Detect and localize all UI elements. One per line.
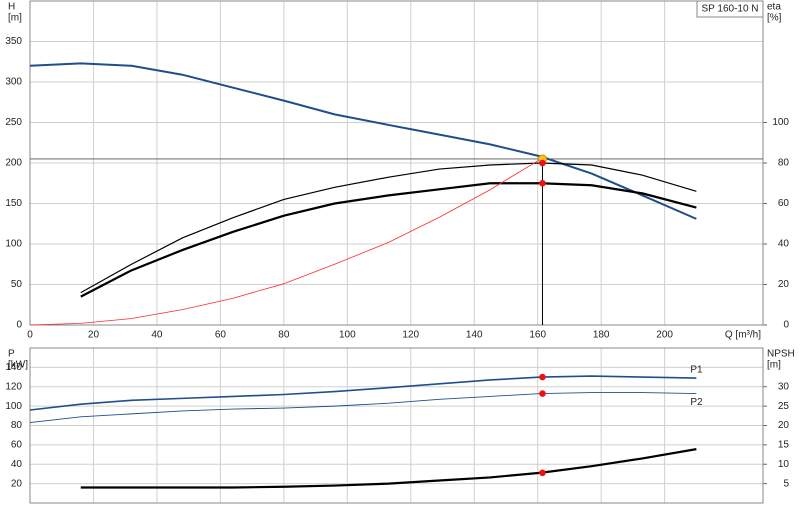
x-tick-label: 160 bbox=[529, 330, 546, 341]
plot-frame bbox=[29, 347, 764, 504]
y2-axis-unit: [%] bbox=[767, 13, 782, 24]
y2-axis-unit: [m] bbox=[767, 360, 781, 371]
curve bbox=[29, 62, 697, 220]
x-tick-label: 80 bbox=[278, 330, 290, 341]
curve bbox=[29, 158, 542, 326]
x-tick-label: 140 bbox=[466, 330, 483, 341]
curve bbox=[29, 375, 697, 411]
operating-point bbox=[539, 390, 546, 397]
curve bbox=[80, 182, 697, 298]
y2-axis-label: eta bbox=[767, 2, 781, 13]
chart-label: SP 160-10 N bbox=[701, 4, 758, 15]
y-tick-label: 50 bbox=[11, 279, 23, 290]
x-tick-label: 180 bbox=[593, 330, 610, 341]
y-tick-label: 300 bbox=[5, 77, 22, 88]
y2-tick-label: 20 bbox=[778, 279, 790, 290]
curve bbox=[80, 448, 697, 489]
y-tick-label: 140 bbox=[5, 362, 22, 373]
y2-tick-label: 0 bbox=[783, 320, 789, 331]
y2-tick-label: 10 bbox=[778, 459, 790, 470]
curve bbox=[80, 162, 697, 294]
y-tick-label: 250 bbox=[5, 117, 22, 128]
y-axis-label: P bbox=[8, 349, 15, 360]
y-tick-label: 150 bbox=[5, 198, 22, 209]
y-tick-label: 200 bbox=[5, 158, 22, 169]
label-box bbox=[696, 0, 764, 18]
y2-tick-label: 80 bbox=[778, 158, 790, 169]
curve-label: P1 bbox=[690, 365, 703, 376]
operating-point bbox=[539, 373, 546, 381]
y-axis-label: H bbox=[8, 2, 15, 13]
x-tick-label: 100 bbox=[339, 330, 356, 341]
x-tick-label: 200 bbox=[656, 330, 673, 341]
x-tick-label: 120 bbox=[402, 330, 419, 341]
x-axis-label: Q [m³/h] bbox=[725, 330, 761, 341]
y-tick-label: 40 bbox=[11, 459, 23, 470]
y-tick-label: 80 bbox=[11, 420, 23, 431]
operating-point bbox=[539, 159, 546, 167]
y2-tick-label: 15 bbox=[778, 440, 790, 451]
y-tick-label: 0 bbox=[16, 320, 22, 331]
curve bbox=[29, 392, 697, 424]
y2-tick-label: 20 bbox=[778, 420, 790, 431]
y-tick-label: 60 bbox=[11, 440, 23, 451]
y2-axis-label: NPSH bbox=[767, 349, 795, 360]
y-tick-label: 100 bbox=[5, 239, 22, 250]
y2-tick-label: 5 bbox=[783, 478, 789, 489]
y-axis-unit: [m] bbox=[8, 13, 22, 24]
y2-tick-label: 30 bbox=[778, 381, 790, 392]
curve-label: P2 bbox=[690, 397, 703, 408]
y-tick-label: 20 bbox=[11, 478, 23, 489]
x-tick-label: 20 bbox=[88, 330, 100, 341]
y2-tick-label: 25 bbox=[778, 401, 790, 412]
operating-point bbox=[539, 179, 546, 187]
y-tick-label: 350 bbox=[5, 36, 22, 47]
y2-tick-label: 60 bbox=[778, 198, 790, 209]
plot-frame bbox=[29, 0, 764, 326]
y-axis-unit: [kW] bbox=[8, 360, 28, 371]
x-tick-label: 40 bbox=[151, 330, 163, 341]
y-tick-label: 100 bbox=[5, 401, 22, 412]
operating-point bbox=[539, 469, 546, 477]
y-tick-label: 120 bbox=[5, 381, 22, 392]
y2-tick-label: 100 bbox=[772, 117, 789, 128]
y2-tick-label: 40 bbox=[778, 239, 790, 250]
x-tick-label: 60 bbox=[215, 330, 227, 341]
x-tick-label: 0 bbox=[27, 330, 33, 341]
